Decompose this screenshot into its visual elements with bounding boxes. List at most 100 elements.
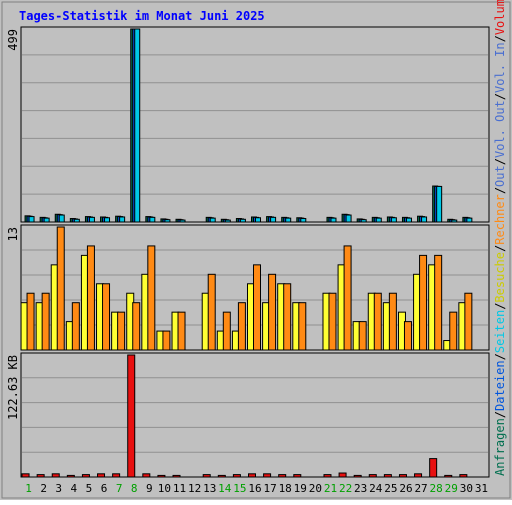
bar-rechner-day-15: [237, 302, 246, 351]
bar-seiten-day-13: [209, 217, 216, 223]
legend-separator: /: [493, 187, 507, 194]
day-label-20: 20: [309, 482, 322, 495]
bar-volumen-day-8: [127, 354, 136, 478]
day-label-11: 11: [173, 482, 186, 495]
x-axis-day-labels: 1 2 3 4 5 6 7 8 9 10 11 12 13 14 15 16 17 18 19 20 21 22 23 24 2…: [25, 482, 488, 495]
bar-volumen-day-7: [112, 473, 121, 478]
bar-rechner-day-19: [298, 302, 307, 351]
legend-separator: /: [493, 245, 507, 252]
day-label-28: 28: [430, 482, 443, 495]
bar-volumen-day-30: [459, 474, 468, 478]
day-label-8: 8: [131, 482, 138, 495]
day-label-30: 30: [460, 482, 473, 495]
bar-rechner-day-25: [388, 292, 397, 351]
day-label-31: 31: [475, 482, 488, 495]
legend-item-rechner: Rechner: [493, 194, 507, 245]
bar-volumen-day-10: [157, 474, 166, 478]
bar-rechner-day-10: [162, 330, 171, 351]
bar-rechner-day-16: [253, 264, 261, 351]
bar-rechner-day-9: [147, 245, 156, 351]
bar-volumen-day-18: [278, 474, 287, 478]
bar-seiten-day-19: [300, 218, 307, 223]
day-label-10: 10: [158, 482, 171, 495]
legend-separator: /: [493, 353, 507, 360]
bar-rechner-day-23: [358, 321, 367, 351]
bar-seiten-day-14: [224, 219, 231, 223]
chart-panels: [20, 26, 490, 478]
bottom-panel-max-label: 122.63 KB: [6, 355, 20, 420]
legend-separator: /: [493, 158, 507, 165]
day-label-18: 18: [279, 482, 292, 495]
day-label-29: 29: [445, 482, 458, 495]
legend-item-besuche: Besuche: [493, 252, 507, 303]
day-label-5: 5: [86, 482, 93, 495]
bar-rechner-day-2: [41, 292, 50, 351]
bar-seiten-day-8: [134, 28, 141, 223]
legend-item-dateien: Dateien: [493, 360, 507, 411]
day-label-19: 19: [294, 482, 307, 495]
bar-seiten-day-4: [73, 218, 80, 223]
legend-item-seiten: Seiten: [493, 310, 507, 353]
right-legend: Anfragen/Dateien/Seiten/Besuche/Rechner/…: [493, 0, 507, 476]
bar-seiten-day-15: [239, 218, 246, 223]
bar-seiten-day-10: [164, 219, 171, 223]
bar-volumen-day-9: [142, 473, 151, 478]
day-label-16: 16: [248, 482, 261, 495]
day-label-1: 1: [25, 482, 32, 495]
day-label-17: 17: [263, 482, 276, 495]
bar-volumen-day-22: [338, 472, 347, 478]
bar-volumen-day-6: [97, 473, 106, 478]
bar-seiten-day-6: [104, 217, 111, 223]
bar-seiten-day-30: [466, 217, 473, 223]
day-label-13: 13: [203, 482, 216, 495]
bar-rechner-day-6: [102, 283, 111, 351]
legend-separator: /: [493, 35, 507, 42]
day-label-14: 14: [218, 482, 232, 495]
bar-volumen-day-27: [414, 473, 423, 478]
bar-rechner-day-11: [177, 311, 186, 351]
day-label-24: 24: [369, 482, 383, 495]
bar-rechner-day-30: [464, 292, 473, 351]
bar-volumen-day-28: [429, 458, 438, 478]
bar-volumen-day-5: [81, 474, 90, 478]
bar-seiten-day-21: [330, 217, 337, 223]
bar-seiten-day-17: [270, 216, 277, 223]
day-label-7: 7: [116, 482, 123, 495]
bar-rechner-day-28: [434, 254, 443, 351]
top-panel-max-label: 499: [6, 29, 20, 51]
day-label-6: 6: [101, 482, 108, 495]
bar-seiten-day-11: [179, 219, 186, 223]
bar-volumen-day-29: [444, 474, 453, 478]
bar-volumen-day-23: [353, 474, 362, 478]
bar-seiten-day-3: [58, 214, 65, 223]
day-label-23: 23: [354, 482, 367, 495]
bar-rechner-day-24: [373, 292, 382, 351]
day-label-4: 4: [71, 482, 78, 495]
bar-seiten-day-29: [451, 219, 458, 223]
bar-rechner-day-7: [117, 311, 126, 351]
bar-rechner-day-27: [419, 254, 428, 351]
day-label-2: 2: [40, 482, 47, 495]
day-label-21: 21: [324, 482, 337, 495]
bar-seiten-day-22: [345, 214, 352, 223]
chart-title: Tages-Statistik im Monat Juni 2025: [19, 9, 265, 23]
bar-volumen-day-14: [217, 474, 226, 478]
bar-seiten-day-23: [360, 219, 367, 223]
legend-item-vol-out: Vol. Out: [493, 100, 507, 158]
day-label-22: 22: [339, 482, 352, 495]
bar-seiten-day-5: [88, 216, 95, 223]
bar-volumen-day-2: [36, 474, 45, 478]
bar-volumen-day-4: [66, 474, 75, 478]
bar-rechner-day-29: [449, 311, 458, 351]
bar-volumen-day-15: [232, 474, 241, 478]
legend-separator: /: [493, 93, 507, 100]
bottom-panel: [20, 352, 490, 478]
bar-volumen-day-11: [172, 474, 181, 478]
bar-rechner-day-8: [132, 302, 141, 351]
bar-seiten-day-2: [43, 217, 50, 223]
legend-item-out: Out: [493, 165, 507, 187]
bar-volumen-day-1: [21, 473, 30, 478]
